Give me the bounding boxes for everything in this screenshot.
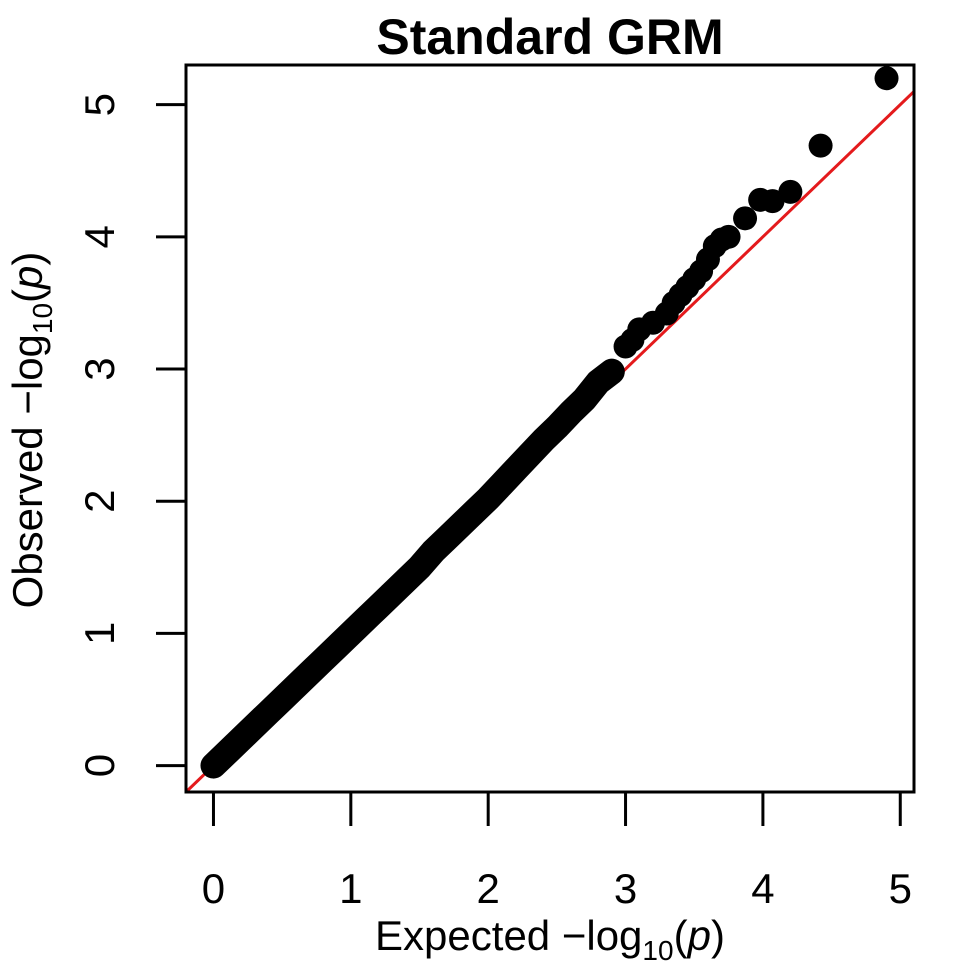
y-axis-label-subscript: 10	[27, 303, 58, 334]
data-point	[760, 189, 785, 214]
y-tick-label: 3	[76, 357, 123, 380]
x-axis: 0 1 2 3 4 5	[202, 790, 912, 912]
y-axis-label-variable: p	[4, 266, 51, 291]
data-point	[733, 206, 758, 231]
data-point	[778, 179, 803, 204]
y-tick-label: 1	[76, 622, 123, 645]
x-tick-label: 3	[614, 865, 637, 912]
y-tick-label: 5	[76, 93, 123, 116]
chart-title: Standard GRM	[376, 9, 723, 65]
y-axis: 0 1 2 3 4 5	[76, 93, 186, 777]
data-point	[407, 555, 432, 580]
x-axis-label-variable: p	[686, 912, 711, 959]
y-tick-label: 2	[76, 490, 123, 513]
x-axis-label: Expected −log10(p)	[375, 912, 725, 966]
data-point	[874, 66, 899, 91]
x-tick-label: 0	[202, 865, 225, 912]
data-point	[716, 224, 741, 249]
x-tick-label: 4	[751, 865, 774, 912]
y-axis-label-prefix: Observed −log	[4, 334, 51, 608]
x-tick-label: 1	[339, 865, 362, 912]
y-axis-label: Observed −log10(p)	[4, 252, 58, 609]
x-tick-label: 2	[477, 865, 500, 912]
y-tick-label: 4	[76, 225, 123, 248]
data-point	[808, 133, 833, 158]
x-axis-label-prefix: Expected −log	[375, 912, 642, 959]
data-point	[599, 359, 624, 384]
y-tick-label: 0	[76, 754, 123, 777]
x-axis-label-open: (	[674, 912, 688, 959]
data-point	[572, 387, 597, 412]
y-axis-label-close: )	[4, 252, 51, 266]
x-tick-label: 5	[889, 865, 912, 912]
x-axis-label-close: )	[711, 912, 725, 959]
y-axis-label-open: (	[4, 289, 51, 303]
x-axis-label-subscript: 10	[642, 935, 673, 966]
data-points	[200, 66, 899, 779]
